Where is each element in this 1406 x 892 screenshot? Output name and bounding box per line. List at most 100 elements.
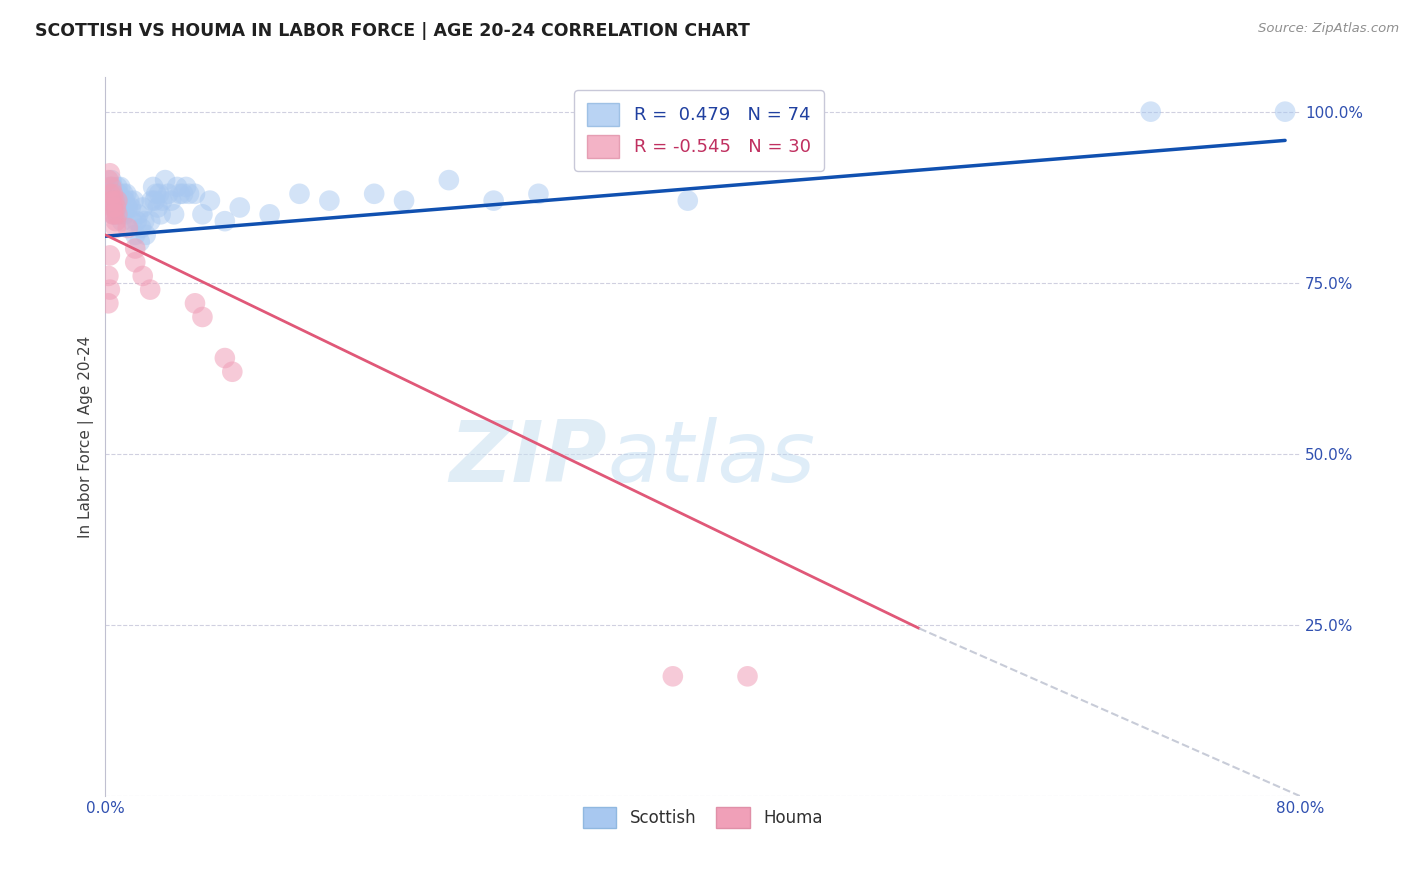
Point — [259, 207, 281, 221]
Point — [174, 180, 197, 194]
Point — [135, 227, 157, 242]
Point — [105, 194, 128, 208]
Point — [157, 186, 180, 201]
Point — [98, 166, 121, 180]
Point — [153, 173, 176, 187]
Point — [184, 186, 207, 201]
Point — [105, 194, 128, 208]
Point — [146, 201, 169, 215]
Point — [191, 207, 214, 221]
Point — [101, 201, 124, 215]
Point — [103, 186, 125, 201]
Point — [129, 221, 152, 235]
Point — [101, 186, 124, 201]
Point — [101, 180, 124, 194]
Point — [104, 194, 127, 208]
Point — [101, 207, 124, 221]
Point — [114, 207, 136, 221]
Point — [105, 207, 128, 221]
Text: ZIP: ZIP — [450, 417, 607, 500]
Point — [150, 194, 173, 208]
Point — [128, 235, 150, 249]
Point — [191, 310, 214, 324]
Point — [120, 201, 142, 215]
Point — [104, 186, 127, 201]
Point — [198, 194, 221, 208]
Point — [111, 214, 134, 228]
Point — [132, 201, 155, 215]
Point — [118, 194, 141, 208]
Point — [363, 186, 385, 201]
Point — [177, 186, 200, 201]
Point — [482, 194, 505, 208]
Point — [98, 186, 121, 201]
Point — [110, 207, 132, 221]
Point — [115, 186, 138, 201]
Point — [122, 194, 145, 208]
Point — [141, 194, 163, 208]
Point — [100, 173, 122, 187]
Point — [145, 186, 167, 201]
Point — [97, 268, 120, 283]
Point — [142, 180, 165, 194]
Point — [737, 669, 759, 683]
Point — [114, 194, 136, 208]
Point — [103, 201, 125, 215]
Point — [104, 201, 127, 215]
Point — [139, 214, 162, 228]
Point — [104, 221, 127, 235]
Text: SCOTTISH VS HOUMA IN LABOR FORCE | AGE 20-24 CORRELATION CHART: SCOTTISH VS HOUMA IN LABOR FORCE | AGE 2… — [35, 22, 749, 40]
Point — [121, 214, 143, 228]
Point — [110, 180, 132, 194]
Point — [108, 201, 131, 215]
Point — [184, 296, 207, 310]
Point — [100, 180, 122, 194]
Point — [100, 194, 122, 208]
Point — [108, 186, 131, 201]
Text: atlas: atlas — [607, 417, 815, 500]
Point — [149, 207, 172, 221]
Point — [124, 255, 146, 269]
Point — [214, 214, 236, 228]
Point — [117, 221, 139, 235]
Point — [97, 296, 120, 310]
Point — [100, 186, 122, 201]
Point — [134, 214, 156, 228]
Legend: Scottish, Houma: Scottish, Houma — [576, 801, 830, 835]
Point — [103, 207, 125, 221]
Point — [662, 669, 685, 683]
Point — [117, 201, 139, 215]
Point — [105, 180, 128, 194]
Point — [103, 194, 125, 208]
Point — [166, 180, 188, 194]
Point — [104, 214, 127, 228]
Point — [221, 365, 243, 379]
Point — [143, 194, 166, 208]
Point — [125, 214, 148, 228]
Point — [1139, 104, 1161, 119]
Point — [127, 207, 149, 221]
Point — [318, 194, 340, 208]
Point — [288, 186, 311, 201]
Text: Source: ZipAtlas.com: Source: ZipAtlas.com — [1258, 22, 1399, 36]
Point — [124, 242, 146, 256]
Point — [105, 207, 128, 221]
Point — [97, 173, 120, 187]
Point — [101, 194, 124, 208]
Point — [124, 227, 146, 242]
Point — [98, 248, 121, 262]
Point — [437, 173, 460, 187]
Point — [139, 283, 162, 297]
Point — [527, 186, 550, 201]
Point — [163, 207, 186, 221]
Point — [229, 201, 252, 215]
Point — [132, 268, 155, 283]
Point — [98, 186, 121, 201]
Y-axis label: In Labor Force | Age 20-24: In Labor Force | Age 20-24 — [79, 335, 94, 538]
Point — [214, 351, 236, 365]
Point — [1274, 104, 1296, 119]
Point — [97, 186, 120, 201]
Point — [104, 201, 127, 215]
Point — [148, 186, 170, 201]
Point — [160, 194, 183, 208]
